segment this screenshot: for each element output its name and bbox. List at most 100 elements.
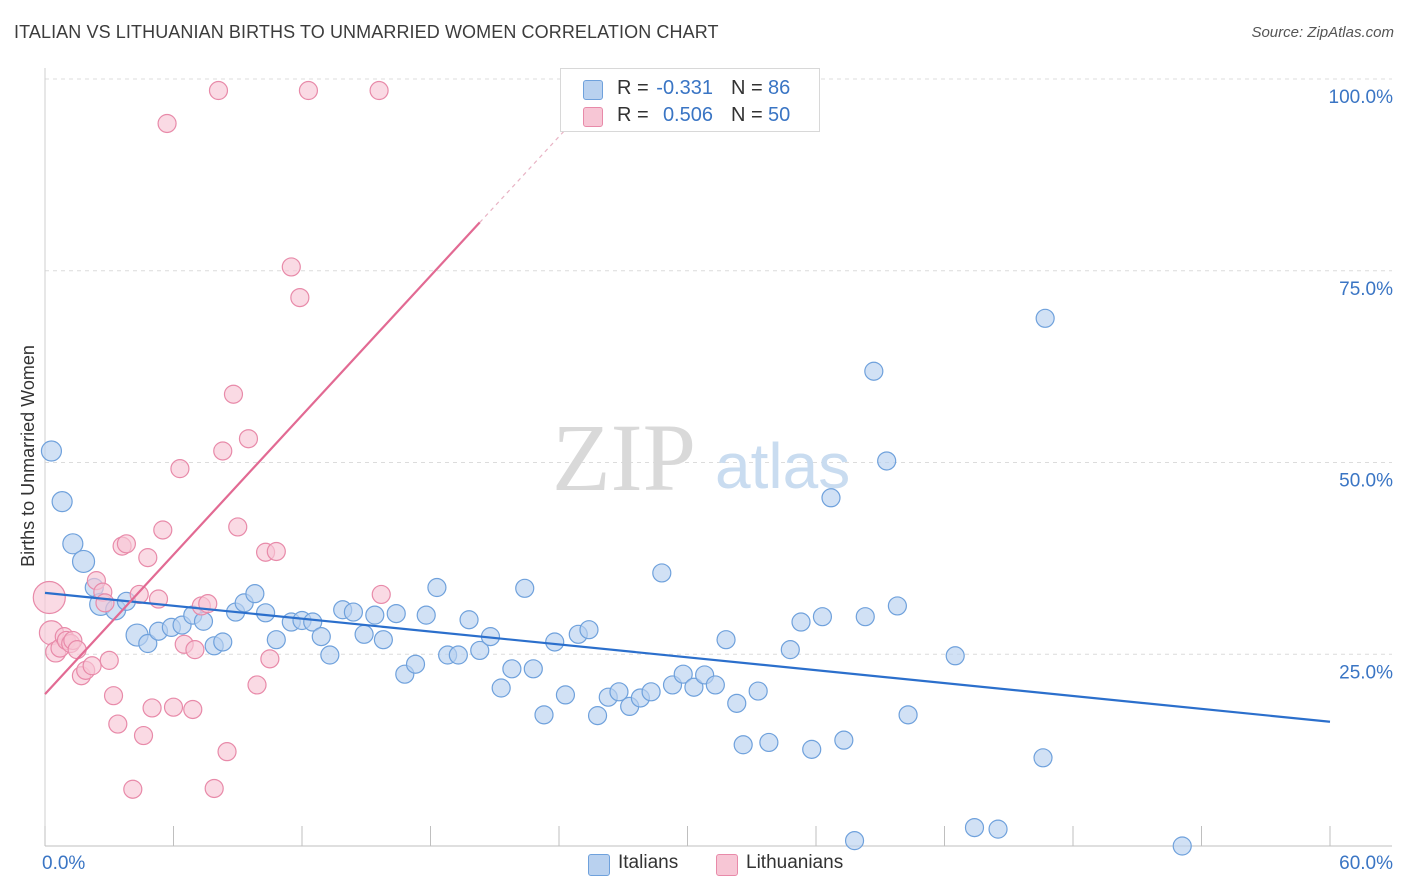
lithuanians-trend-extension [479,126,569,223]
legend-swatch-italians [588,854,610,876]
italians-point [877,451,897,471]
lithuanians-point [157,113,177,134]
italians-point [470,640,490,661]
lithuanians-point [281,257,301,277]
lithuanians-point [103,686,124,706]
italians-point [523,659,543,679]
lithuanians-point [247,675,267,695]
lithuanians-point [95,593,115,613]
italians-point [1035,308,1055,328]
italians-point [515,578,535,598]
italians-point [652,563,672,583]
lithuanians-point [238,429,259,449]
italians-point [587,706,608,726]
italians-point [343,602,363,622]
italians-point [791,612,811,632]
italians-point [1033,748,1053,768]
lithuanians-point [67,640,87,660]
legend-r-label: R = [617,77,649,99]
italians-point [988,819,1008,839]
watermark: ZIP atlas [552,404,850,511]
italians-point [705,675,725,695]
lithuanians-point [260,649,280,669]
y-tick-labels: 25.0% 50.0% 75.0% 100.0% [1329,87,1394,683]
lithuanians-point [298,80,319,101]
lithuanians-point [223,384,244,404]
italians-point [545,632,565,652]
lithuanians-point [369,80,389,101]
legend-swatch-lithuanians [716,854,738,876]
italians-point [448,645,468,665]
italians-point [844,831,865,851]
lithuanians-point [170,459,190,479]
italians-point [684,677,704,697]
lithuanians-point [123,779,143,799]
italians-point [213,632,233,652]
legend-row-italians: R = -0.331 N = 86 [561,75,819,101]
italians-point [887,596,907,616]
italians-point [427,577,447,598]
legend-swatch-lithuanians [583,107,603,127]
italians-point [727,693,747,713]
italians-point [71,549,96,574]
italians-point [945,646,965,666]
italians-trend-line [44,591,1331,723]
legend-n-value: 50 [768,104,791,126]
lithuanians-point [32,580,66,615]
lithuanians-point [371,584,391,605]
italians-point [1172,836,1192,856]
italians-point [821,488,841,508]
italians-point [320,645,340,665]
lithuanians-points [32,80,391,799]
italians-point [898,705,918,725]
italians-points [40,308,1192,856]
italians-point [733,735,753,755]
x-tick-label: 0.0% [42,853,85,874]
italians-point [245,584,265,604]
legend-row-lithuanians: R = 0.506 N = 50 [561,102,819,128]
italians-point [534,705,554,725]
lithuanians-point [183,699,203,720]
lithuanians-point [108,714,128,734]
italians-point [716,630,736,650]
italians-point [40,440,63,462]
lithuanians-point [153,520,173,540]
legend-r-value: -0.331 [656,77,713,99]
italians-point [51,491,73,513]
italians-point [502,659,522,679]
y-axis-label: Births to Unmarried Women [18,345,38,567]
lithuanians-point [82,656,102,676]
chart-title: ITALIAN VS LITHUANIAN BIRTHS TO UNMARRIE… [14,22,719,42]
italians-point [673,664,693,684]
y-tick-label: 50.0% [1339,471,1393,492]
lithuanians-point [142,698,162,718]
italians-point [459,610,479,630]
watermark-zip: ZIP [552,404,696,511]
gridlines [45,78,1392,655]
lithuanians-point [116,534,136,554]
legend-n-value: 86 [768,77,791,99]
y-tick-label: 100.0% [1329,87,1394,108]
italians-point [964,817,985,838]
trend-lines [44,126,1331,723]
italians-point [416,605,436,625]
legend-r-label: R = [617,104,649,126]
italians-point [311,627,331,647]
lithuanians-point [138,548,158,568]
lithuanians-point [99,650,119,670]
italians-point [373,630,393,650]
lithuanians-point [133,725,154,746]
lithuanians-trend-line [44,221,481,695]
legend-r-value: 0.506 [662,104,713,126]
italians-point [354,624,374,644]
chart-source: Source: ZipAtlas.com [1251,24,1394,41]
legend-label-italians: Italians [618,852,679,873]
italians-point [759,732,779,753]
italians-point [266,630,286,650]
lithuanians-point [217,742,237,762]
italians-point [255,603,276,623]
italians-point [405,654,426,674]
italians-point [802,739,822,759]
italians-point [780,640,800,660]
